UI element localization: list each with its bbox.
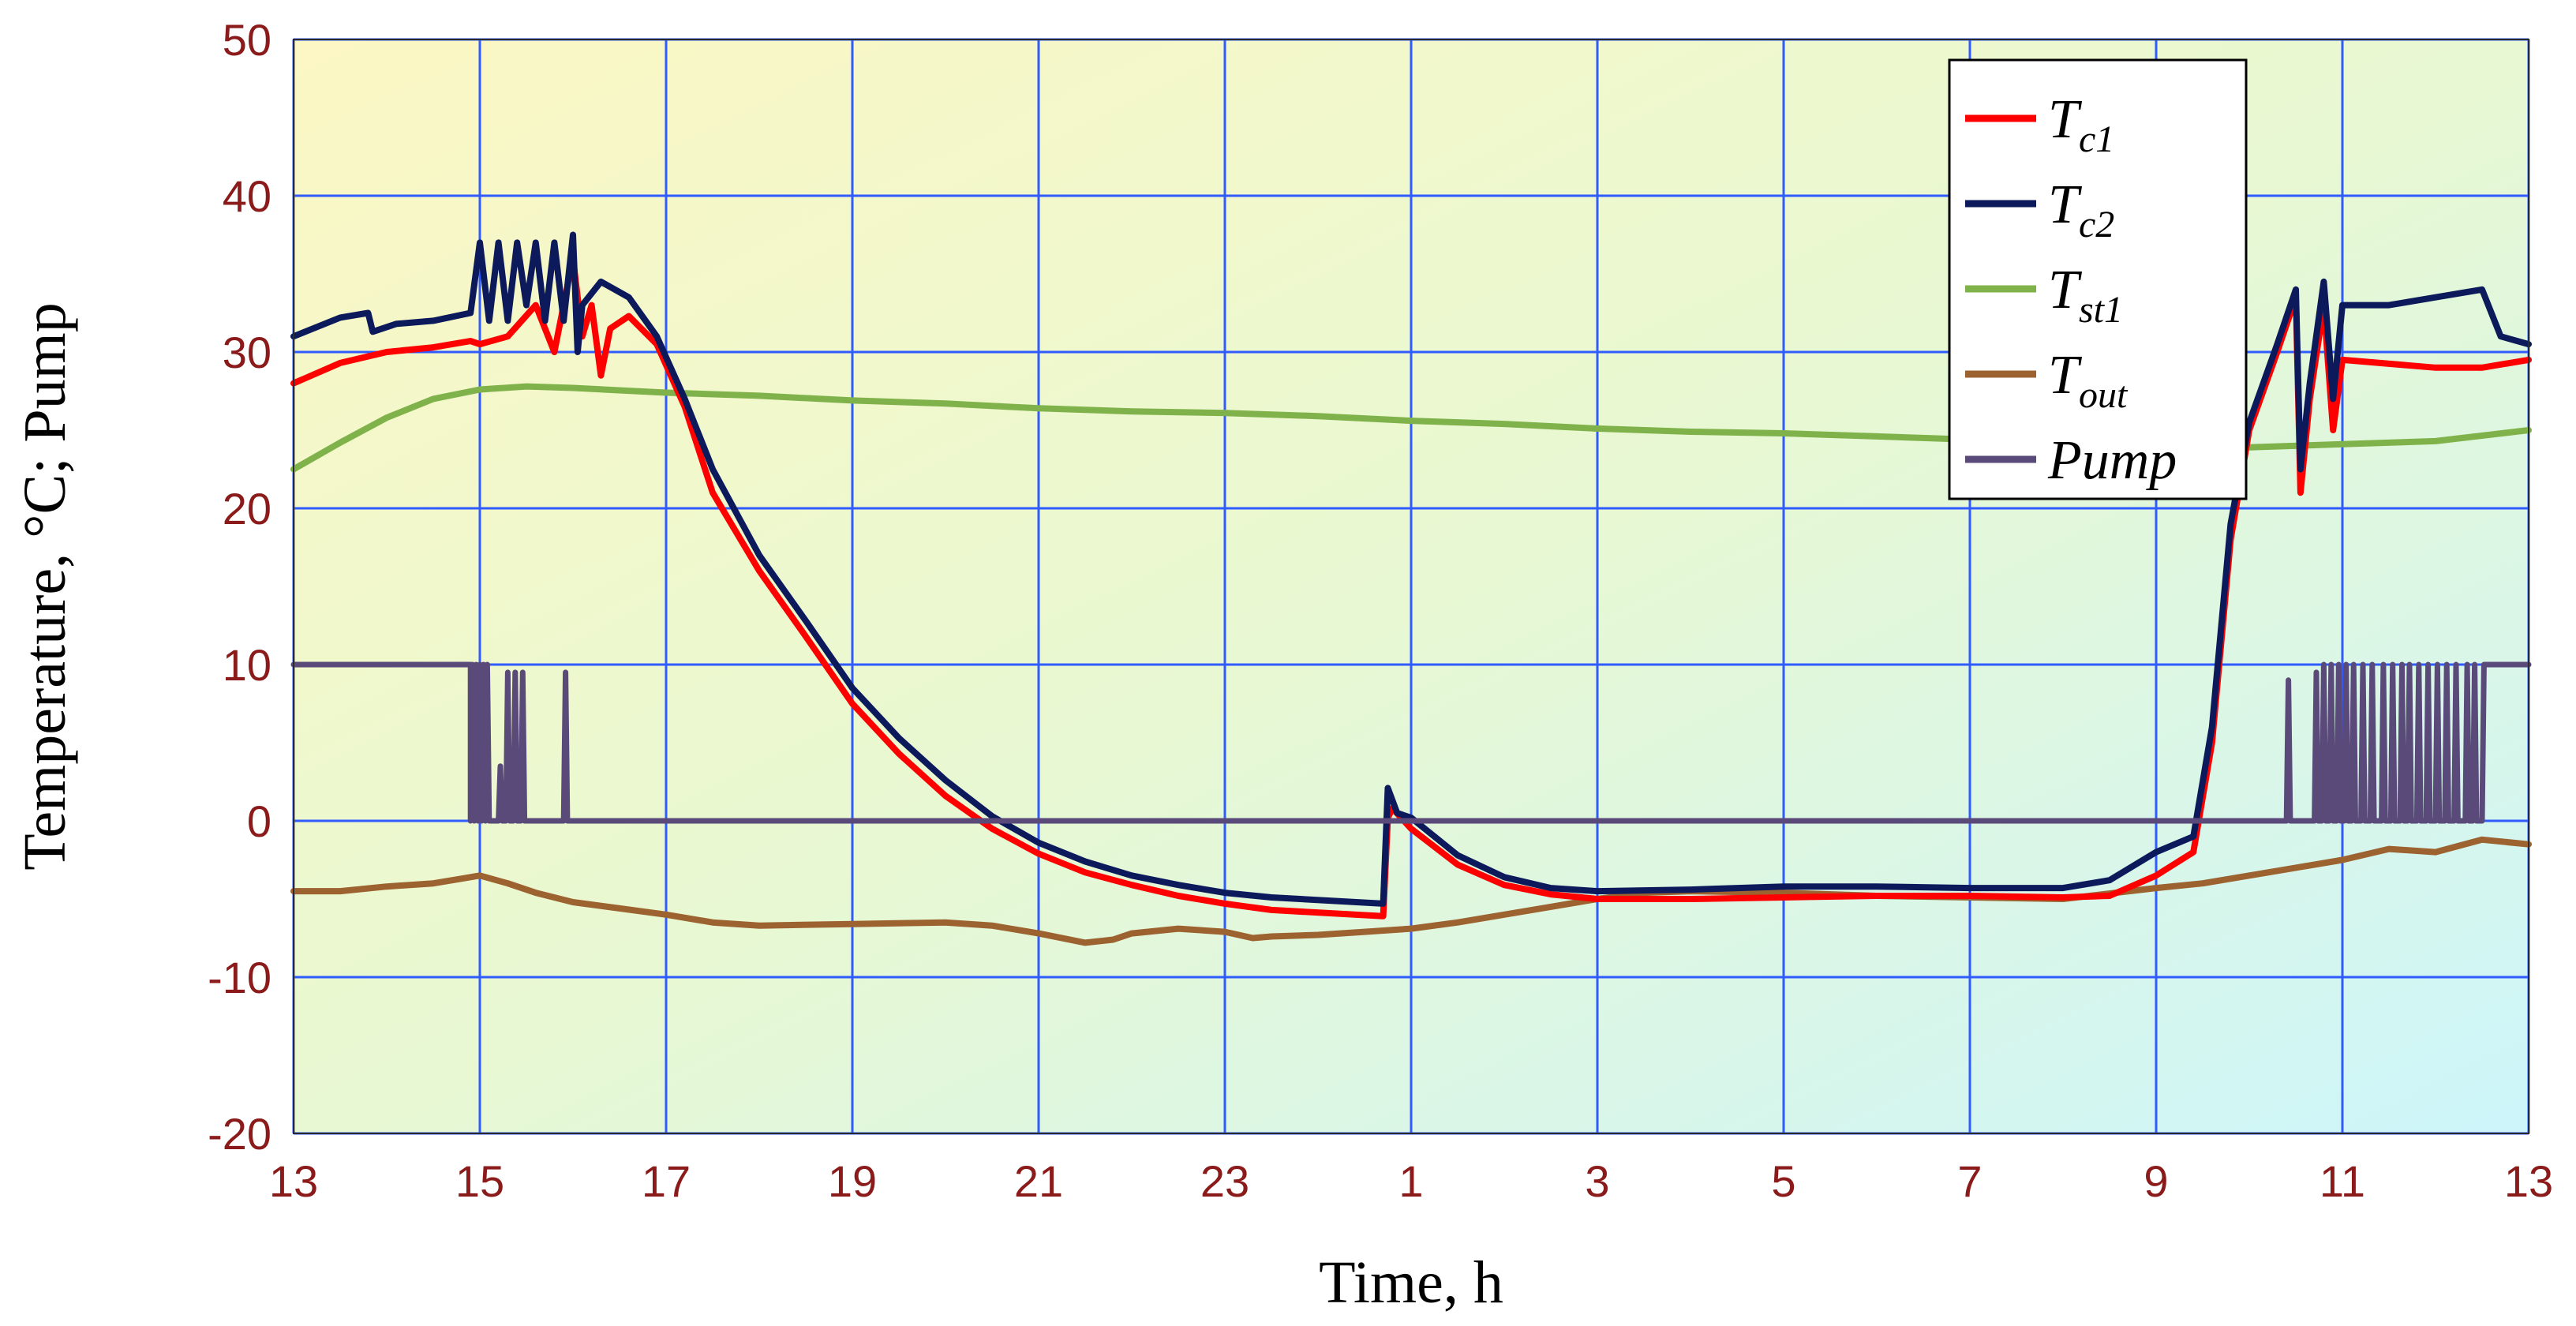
x-tick-label: 13	[269, 1156, 318, 1206]
y-tick-label: 50	[223, 15, 271, 65]
x-tick-label: 23	[1200, 1156, 1249, 1206]
x-tick-label: 5	[1771, 1156, 1795, 1206]
x-tick-label: 1	[1398, 1156, 1423, 1206]
plot-frame	[293, 39, 2529, 1134]
x-tick-label: 15	[455, 1156, 504, 1206]
x-tick-label: 11	[2320, 1156, 2365, 1206]
y-tick-label: -20	[208, 1109, 271, 1159]
legend-label-tst1: Tst1	[2048, 260, 2123, 331]
x-tick-label: 3	[1585, 1156, 1609, 1206]
x-tick-label: 21	[1014, 1156, 1063, 1206]
x-tick-label: 19	[828, 1156, 877, 1206]
legend-label-tout: Tout	[2048, 345, 2129, 416]
legend-label-pump: Pump	[2047, 430, 2177, 491]
y-tick-label: 40	[223, 171, 271, 221]
y-tick-label: 10	[223, 640, 271, 690]
series-line-tout	[290, 836, 2532, 946]
legend: Tc1 Tc2 Tst1 Tout Pump	[1948, 58, 2248, 500]
legend-label-tc1: Tc1	[2048, 89, 2114, 160]
series-line-tc2	[290, 231, 2532, 907]
legend-box	[1948, 58, 2248, 500]
x-tick-labels: 13 15 17 19 21 23 1 3 5 7 9 11 13	[269, 1156, 2553, 1206]
y-tick-labels: 50 40 30 20 10 0 -10 -20	[208, 15, 271, 1159]
y-tick-label: -10	[208, 953, 271, 1002]
x-tick-label: 17	[642, 1156, 691, 1206]
x-axis-title: Time, h	[1319, 1249, 1503, 1316]
series-line-pump	[290, 661, 2532, 824]
x-tick-label: 9	[2144, 1156, 2168, 1206]
y-tick-label: 20	[223, 484, 271, 534]
y-tick-label: 0	[247, 796, 271, 846]
x-tick-label: 7	[1957, 1156, 1982, 1206]
y-tick-label: 30	[223, 328, 271, 377]
legend-label-tc2: Tc2	[2048, 174, 2114, 245]
series-layer	[290, 231, 2532, 946]
y-axis-title: Temperature, °C; Pump	[12, 302, 78, 870]
x-tick-label: 13	[2504, 1156, 2553, 1206]
